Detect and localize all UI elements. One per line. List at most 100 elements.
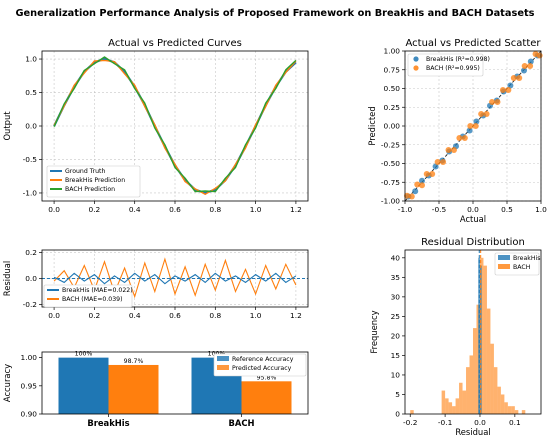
scatter-xtick-label: 1.0	[535, 205, 547, 214]
scatter-ytick-label: 0.50	[384, 84, 401, 93]
residuals-xtick-label: 0.6	[169, 311, 181, 320]
accuracy-legend-swatch	[217, 365, 229, 370]
curves-frame	[41, 50, 309, 202]
scatter-legend-swatch	[413, 65, 419, 71]
histogram-bar	[452, 406, 456, 414]
scatter-ytick-label: 0.00	[384, 122, 401, 131]
accuracy-bar	[241, 381, 292, 414]
histogram-ylabel: Frequency	[369, 310, 379, 353]
residuals-legend-label: BACH (MAE=0.039)	[62, 296, 123, 303]
curves-legend-label: BACH Prediction	[65, 186, 115, 193]
accuracy-frame	[41, 351, 309, 415]
histogram-legend-label: BreakHis	[513, 255, 540, 262]
plots-layer: Actual vs Predicted Curves 0.0 0.2 0.4 0.6 0.…	[2, 38, 547, 437]
accuracy-legend-label: Predicted Accuracy	[232, 365, 292, 372]
scatter-point	[423, 171, 430, 177]
scatter-legend-label: BACH (R²=0.995)	[426, 65, 480, 72]
scatter-legend-box	[407, 53, 484, 77]
scatter-ytick-label: -0.75	[381, 178, 400, 187]
histogram-xtick-label: 0.1	[509, 418, 521, 427]
scatter-point	[510, 75, 517, 81]
histogram-bar	[493, 367, 498, 414]
residuals-xtick-label: 0.2	[89, 311, 101, 320]
curves-xtick-label: 1.2	[290, 205, 302, 214]
histogram-ytick-label: 5	[395, 390, 400, 399]
accuracy-legend: Reference Accuracy Predicted Accuracy	[213, 353, 307, 377]
histogram-bar	[410, 410, 414, 414]
residuals-legend: BreakHis (MAE=0.022) BACH (MAE=0.039)	[43, 284, 133, 308]
accuracy-ylabel: Accuracy	[2, 364, 12, 402]
histogram-bar	[455, 398, 460, 414]
scatter-point	[408, 193, 415, 200]
scatter-frame	[404, 50, 542, 202]
residuals-frame	[41, 249, 309, 308]
scatter-point	[489, 99, 496, 105]
residuals-legend-label: BreakHis (MAE=0.022)	[62, 287, 133, 294]
scatter-legend-label: BreakHis (R²=0.998)	[426, 56, 490, 63]
scatter-point	[432, 163, 439, 170]
scatter-point	[505, 87, 512, 93]
scatter-point	[404, 192, 411, 199]
residuals-ytick-label: -0.2	[23, 300, 37, 309]
scatter-point	[473, 118, 480, 125]
scatter-xtick-label: 0.5	[501, 205, 513, 214]
scatter-xtick-label: -1.0	[398, 205, 413, 214]
scatter-point	[456, 135, 463, 141]
scatter-point	[472, 123, 479, 129]
curves-xtick-label: 0.4	[129, 205, 141, 214]
histogram-bar	[521, 410, 526, 414]
histogram-ytick-label: 0	[395, 410, 400, 419]
scatter-point	[419, 182, 425, 189]
residuals-xtick-label: 1.0	[250, 311, 262, 320]
scatter-point	[450, 147, 457, 153]
histogram-bar	[473, 328, 477, 414]
curves-xtick-label: 0.2	[89, 205, 101, 214]
scatter-ytick-label: -1.00	[381, 197, 400, 206]
scatter-legend-swatch	[413, 56, 419, 62]
histogram-legend-swatch	[498, 255, 510, 260]
histogram-bar	[462, 390, 467, 414]
residuals-ytick-label: 0.0	[25, 274, 37, 283]
scatter-point	[527, 58, 534, 65]
curves-legend-label: BreakHis Prediction	[65, 177, 125, 184]
residuals-xtick-label: 0.8	[209, 311, 221, 320]
residuals-xtick-label: 0.4	[129, 311, 141, 320]
accuracy-ytick-label: 0.90	[21, 410, 38, 419]
histogram-ytick-label: 15	[391, 351, 401, 360]
histogram-bar	[490, 343, 494, 414]
scatter-point	[499, 87, 506, 93]
histogram-legend-swatch	[498, 264, 510, 269]
accuracy-bar-label: 98.7%	[124, 358, 144, 365]
accuracy-category-label: BreakHis	[87, 418, 129, 428]
scatter-point	[434, 159, 441, 165]
histogram-ytick-label: 25	[391, 312, 401, 321]
curves-legend: Ground Truth BreakHis Prediction BACH Pred…	[46, 165, 141, 198]
curves-xtick-label: 0.8	[209, 205, 221, 214]
curves-xtick-label: 0.0	[48, 205, 60, 214]
accuracy-bar-label: 95.8%	[257, 374, 277, 381]
scatter-point	[536, 52, 543, 59]
histogram-ytick-label: 35	[391, 273, 401, 282]
curves-xtick-label: 1.0	[250, 205, 262, 214]
residuals-ytick-label: 0.2	[25, 248, 37, 257]
histogram-bar	[483, 265, 487, 414]
scatter-point	[414, 181, 421, 188]
curves-xtick-label: 0.6	[169, 205, 181, 214]
scatter-point	[521, 63, 528, 69]
histogram-bar	[500, 394, 505, 414]
scatter-xtick-label: -0.5	[432, 205, 447, 214]
scatter-point	[478, 111, 485, 117]
scatter-point	[516, 75, 523, 81]
histogram-bar	[448, 402, 453, 414]
curves-legend-box	[46, 165, 141, 198]
scatter-ytick-label: 1.00	[384, 47, 401, 56]
histogram-title: Residual Distribution	[421, 237, 525, 248]
histogram-bar	[469, 355, 473, 414]
scatter-point	[440, 159, 447, 165]
curves-ytick-label: 0.5	[25, 88, 37, 97]
histogram-bar	[504, 402, 508, 414]
histogram-ytick-label: 10	[391, 371, 401, 380]
histogram-bar	[445, 398, 449, 414]
scatter-ytick-label: -0.50	[381, 159, 400, 168]
